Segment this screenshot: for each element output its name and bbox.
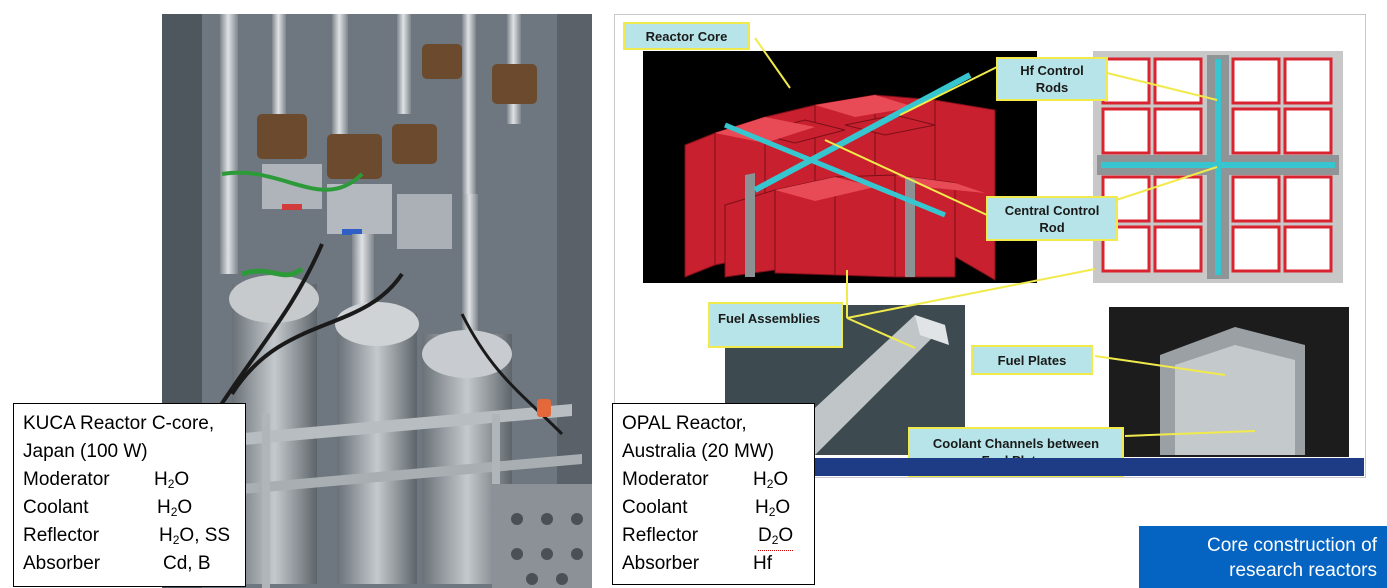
kuca-absorber-value: Cd, B: [163, 553, 211, 574]
kuca-moderator-row: Moderator H2O: [23, 466, 236, 494]
opal-reflector-value: D2O: [758, 522, 794, 551]
callout-coolant-line1: Coolant Channels between: [932, 436, 1100, 451]
opal-reflector-label: Reflector: [622, 525, 699, 546]
opal-title-line2: Australia (20 MW): [622, 441, 775, 462]
callout-hf-control-rods: Hf Control Rods: [996, 57, 1108, 101]
kuca-moderator-label: Moderator: [23, 469, 110, 490]
kuca-coolant-value: H2O: [157, 497, 193, 519]
opal-diagram-panel: Reactor Core Hf Control Rods Central Con…: [614, 14, 1366, 478]
opal-reflector-row: Reflector D2O: [622, 522, 805, 551]
caption-line2: research reactors: [1229, 560, 1377, 581]
kuca-coolant-label: Coolant: [23, 497, 89, 518]
kuca-info-box: KUCA Reactor C-core, Japan (100 W) Moder…: [13, 403, 246, 587]
opal-moderator-value: H2O: [753, 469, 789, 491]
kuca-title-line1: KUCA Reactor C-core,: [23, 413, 215, 434]
kuca-coolant-row: Coolant H2O: [23, 494, 236, 522]
callout-hf-line2: Rods: [1035, 80, 1069, 95]
opal-moderator-label: Moderator: [622, 469, 709, 490]
callout-hf-line1: Hf Control: [1020, 63, 1084, 78]
callout-central-line2: Rod: [1039, 219, 1065, 235]
opal-moderator-row: Moderator H2O: [622, 466, 805, 494]
caption-line1: Core construction of: [1206, 535, 1377, 556]
opal-info-box: OPAL Reactor, Australia (20 MW) Moderato…: [612, 403, 815, 585]
callout-central-control-rod: Central Control Rod: [986, 196, 1118, 241]
opal-absorber-value: Hf: [753, 553, 772, 574]
kuca-title-line2: Japan (100 W): [23, 441, 148, 462]
kuca-moderator-value: H2O: [154, 469, 190, 491]
opal-title-line1: OPAL Reactor,: [622, 413, 747, 434]
kuca-photo-illustration: [162, 14, 592, 588]
kuca-reflector-label: Reflector: [23, 525, 100, 546]
kuca-absorber-row: Absorber Cd, B: [23, 550, 236, 578]
opal-core-illustration: [643, 37, 1349, 457]
opal-coolant-row: Coolant H2O: [622, 494, 805, 522]
callout-central-line1: Central Control: [1004, 202, 1100, 218]
opal-coolant-label: Coolant: [622, 497, 688, 518]
callout-reactor-core: Reactor Core: [623, 22, 750, 50]
opal-coolant-value: H2O: [755, 497, 791, 519]
callout-fuel-assemblies: Fuel Assemblies: [708, 302, 843, 348]
kuca-absorber-label: Absorber: [23, 553, 101, 574]
opal-absorber-label: Absorber: [622, 553, 700, 574]
caption-box: Core construction of research reactors: [1139, 526, 1387, 588]
callout-fuel-plates: Fuel Plates: [971, 345, 1093, 375]
kuca-reactor-photo: [162, 14, 592, 588]
opal-absorber-row: Absorber Hf: [622, 550, 805, 578]
kuca-reflector-row: Reflector H2O, SS: [23, 522, 236, 550]
kuca-reflector-value: H2O, SS: [159, 525, 231, 547]
